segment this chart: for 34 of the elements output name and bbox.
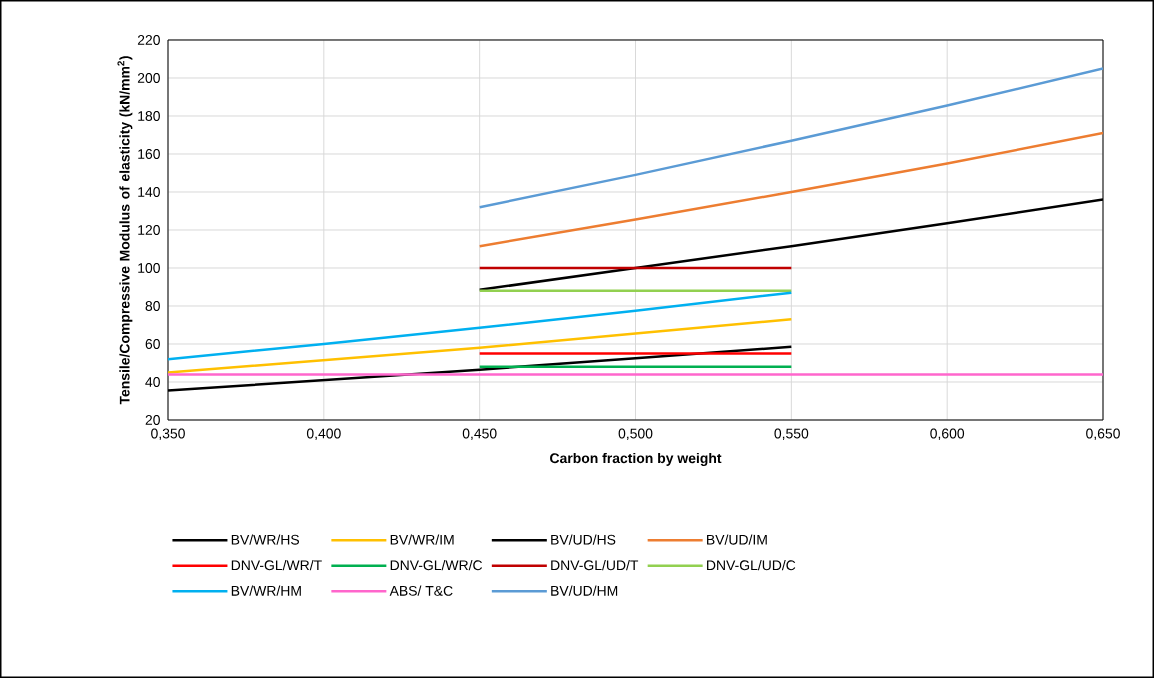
line-series	[478, 67, 1104, 209]
legend-label: DNV-GL/UD/C	[707, 559, 796, 571]
legend-label: ABS/ T&C	[389, 585, 453, 596]
legend-label: BV/WR/HS	[231, 534, 300, 545]
legend-label: BV/UD/HM	[551, 585, 618, 596]
x-tick-label: 0,450	[462, 428, 497, 441]
y-axis-title: Tensile/Compressive Modulus of elasticity (kN/mm$^{2}$)	[117, 56, 133, 405]
y-tick-label: 40	[145, 377, 160, 387]
x-tick-label: 0,400	[306, 428, 341, 441]
y-tick-label: 60	[145, 339, 160, 349]
x-tick-label: 0,500	[618, 428, 653, 441]
legend-label: DNV-GL/WR/T	[231, 559, 322, 571]
legend-label: BV/UD/IM	[707, 534, 767, 545]
legend-label: BV/WR/IM	[390, 534, 454, 545]
y-tick-label: 140	[138, 187, 160, 197]
y-tick-label: 220	[137, 35, 160, 45]
y-tick-label: 180	[138, 111, 160, 121]
y-tick-label: 200	[137, 73, 160, 83]
y-tick-label: 160	[138, 149, 160, 159]
line-series	[478, 131, 1104, 248]
x-tick-label: 0,650	[1086, 428, 1120, 441]
legend-label: DNV-GL/WR/C	[390, 559, 483, 571]
y-tick-label: 100	[138, 263, 160, 273]
x-tick-label: 0,600	[930, 428, 965, 441]
x-axis-title: Carbon fraction by weight	[550, 452, 722, 466]
x-tick-label: 0,350	[151, 428, 185, 441]
legend-label: BV/WR/HM	[231, 585, 301, 596]
legend-label: DNV-GL/UD/T	[551, 559, 639, 571]
legend-label: BV/UD/HS	[551, 534, 616, 545]
y-tick-label: 80	[145, 301, 160, 311]
y-tick-label: 120	[138, 225, 160, 235]
line-series	[168, 291, 793, 361]
x-tick-label: 0,550	[774, 428, 809, 441]
y-tick-label: 20	[145, 415, 160, 425]
